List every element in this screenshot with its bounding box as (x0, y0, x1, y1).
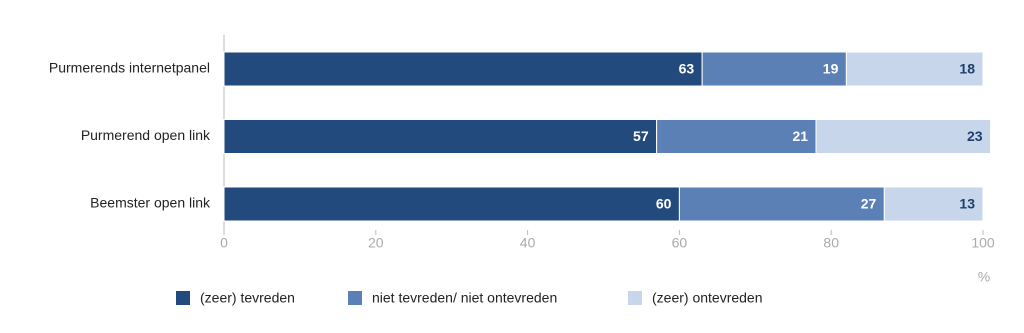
legend-swatch (628, 291, 642, 305)
bar-segment (678, 186, 885, 222)
bar-segment (701, 51, 847, 87)
bar-segment (223, 186, 680, 222)
legend-swatch (176, 291, 190, 305)
data-label: 27 (861, 196, 877, 212)
data-label: 63 (679, 61, 695, 77)
x-tick-label: 40 (520, 235, 536, 251)
bar-segment (223, 51, 703, 87)
y-tick-label: Purmerends internetpanel (49, 60, 210, 76)
legend-swatch (348, 291, 362, 305)
legend-label: (zeer) ontevreden (652, 290, 763, 306)
data-label: 21 (792, 128, 808, 144)
data-label: 60 (656, 196, 672, 212)
data-label: 23 (967, 128, 983, 144)
bar-segment (223, 119, 658, 154)
x-axis-label: % (978, 269, 990, 285)
bar-segment (845, 51, 984, 87)
x-tick-label: 60 (672, 235, 688, 251)
x-tick-label: 80 (823, 235, 839, 251)
x-tick-label: 0 (220, 235, 228, 251)
x-tick-label: 100 (971, 235, 995, 251)
bar-segment (656, 119, 817, 154)
data-label: 57 (633, 128, 649, 144)
bar-segment (815, 119, 992, 154)
legend-label: niet tevreden/ niet ontevreden (372, 290, 557, 306)
y-tick-label: Beemster open link (90, 195, 211, 211)
data-label: 18 (959, 61, 975, 77)
data-label: 19 (823, 61, 839, 77)
x-tick-label: 20 (368, 235, 384, 251)
legend-label: (zeer) tevreden (200, 290, 295, 306)
bar-segment (883, 186, 984, 222)
y-tick-label: Purmerend open link (81, 127, 211, 143)
data-label: 13 (959, 196, 975, 212)
